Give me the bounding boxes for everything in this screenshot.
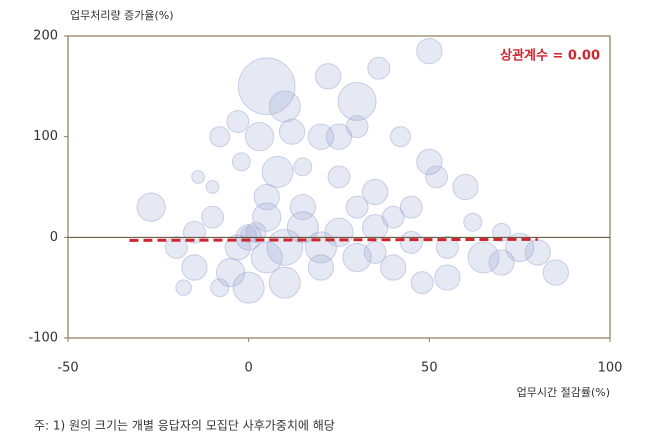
bubble [435, 235, 459, 259]
bubble [136, 192, 166, 222]
y-tick-label: 200 [33, 29, 58, 44]
chart-title: 업무처리량 증가율(%) [70, 9, 174, 22]
bubble [399, 230, 423, 254]
bubble [492, 222, 512, 242]
bubble [224, 234, 251, 261]
bubble [307, 123, 335, 150]
y-tick-label: -100 [28, 331, 58, 346]
bubble [209, 126, 231, 148]
bubble [327, 165, 351, 189]
bubble [304, 231, 337, 264]
bubble [425, 165, 449, 189]
bubble [210, 278, 230, 298]
bubble [289, 193, 317, 221]
bubble [226, 110, 250, 134]
bubble [268, 90, 301, 123]
bubble [524, 239, 551, 266]
y-tick-label: 100 [33, 129, 58, 144]
bubble [205, 180, 220, 194]
annotation: 상관계수 = 0.00 [500, 48, 600, 64]
bubble [175, 279, 192, 296]
bubble [345, 115, 369, 139]
bubble [463, 212, 483, 232]
bubble [191, 170, 205, 184]
bubble [361, 178, 389, 206]
bubble [237, 57, 296, 116]
footnote: 주: 1) 원의 크기는 개별 응답자의 모집단 사후가중치에 해당 [34, 419, 335, 433]
bubble [416, 37, 443, 65]
bubble [315, 63, 342, 90]
trend-line [129, 237, 538, 242]
bubble [345, 195, 369, 219]
bubble [261, 155, 294, 188]
x-tick-label: 0 [245, 361, 253, 376]
x-tick-label: -50 [57, 361, 78, 376]
bubble [252, 202, 282, 232]
bubble [181, 254, 208, 281]
bubble [201, 205, 224, 229]
bubble [240, 226, 257, 243]
bubble [367, 56, 391, 80]
plot-area [67, 35, 611, 339]
bubble [278, 118, 306, 145]
bubble [231, 152, 251, 172]
bubble [410, 271, 434, 295]
bubble [363, 240, 387, 264]
bubble [268, 266, 301, 299]
bubble [286, 211, 319, 244]
bubble [467, 241, 500, 274]
bubble [416, 148, 443, 175]
bubble [244, 122, 275, 152]
bubble [232, 271, 265, 304]
bubble [389, 126, 411, 148]
bubble [488, 249, 515, 276]
x-tick-label: 100 [598, 361, 623, 376]
bubble [266, 229, 304, 266]
bubble [399, 195, 423, 219]
x-axis-label: 업무시간 절감률(%) [517, 386, 610, 399]
bubble [452, 173, 479, 201]
x-tick-label: 50 [421, 361, 438, 376]
bubble [250, 241, 283, 274]
bubble [434, 264, 461, 291]
bubble [337, 81, 377, 121]
bubble [253, 183, 280, 211]
bubble [380, 254, 407, 281]
bubble [381, 205, 405, 229]
bubble [164, 235, 188, 259]
bubble [542, 259, 569, 286]
bubble [293, 157, 313, 177]
y-tick-label: 0 [50, 230, 58, 245]
